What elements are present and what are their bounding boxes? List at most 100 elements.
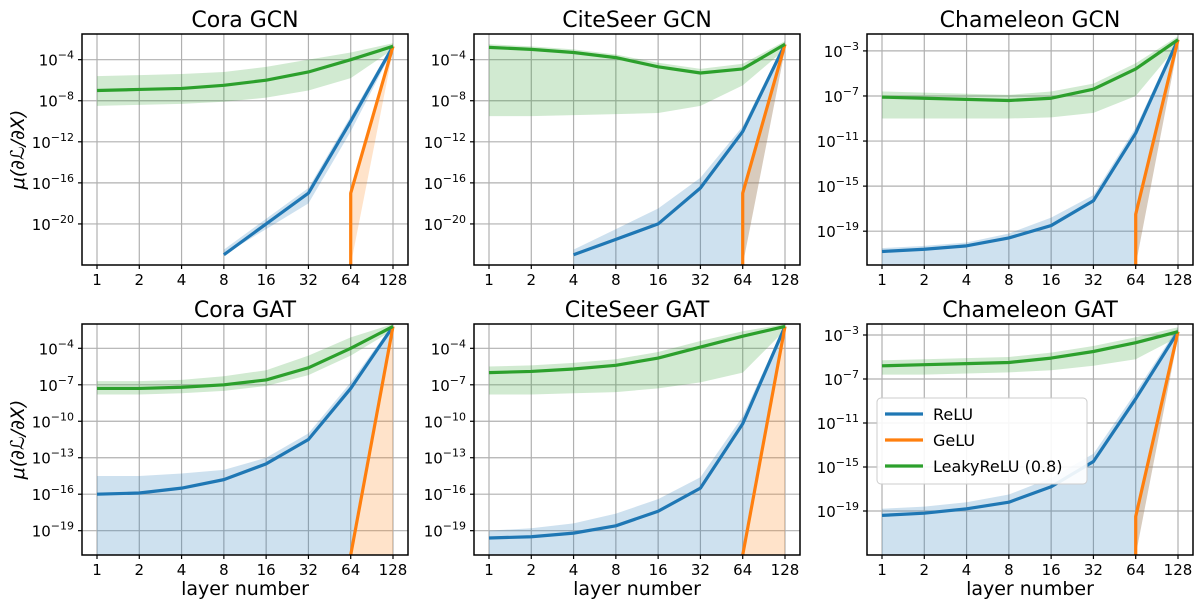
panel-title: Cora GAT — [194, 298, 297, 323]
y-tick-label: 10−4 — [39, 337, 74, 358]
x-tick-label: 8 — [219, 561, 229, 579]
y-tick-label: 10−15 — [817, 456, 859, 477]
band-leakyrelu-0-8- — [489, 41, 785, 117]
line-relu — [222, 45, 395, 257]
y-tick-label: 10−7 — [824, 85, 859, 106]
y-tick-label: 10−12 — [424, 131, 466, 152]
x-tick-label: 8 — [1004, 271, 1014, 289]
x-tick-label: 1 — [484, 561, 494, 579]
panel-title: Cora GCN — [191, 8, 298, 33]
y-tick-label: 10−8 — [39, 90, 74, 111]
x-tick-label: 64 — [341, 271, 360, 289]
x-tick-label: 4 — [569, 561, 579, 579]
x-tick-label: 1 — [877, 271, 887, 289]
band-leakyrelu-0-8- — [882, 327, 1178, 375]
x-tick-label: 16 — [1042, 271, 1061, 289]
line-relu — [881, 38, 1180, 254]
x-tick-label: 32 — [1084, 561, 1103, 579]
x-tick-label: 8 — [1004, 561, 1014, 579]
y-tick-label: 10−13 — [32, 447, 74, 468]
band-gelu — [742, 41, 785, 265]
y-tick-label: 10−4 — [431, 337, 466, 358]
y-tick-label: 10−19 — [32, 520, 74, 541]
x-tick-label: 128 — [1164, 561, 1193, 579]
x-tick-label: 1 — [877, 561, 887, 579]
line-leakyrelu-0-8- — [881, 38, 1179, 103]
y-tick-label: 10−20 — [424, 213, 466, 234]
x-axis-label: layer number — [966, 578, 1094, 600]
y-tick-label: 10−12 — [32, 131, 74, 152]
y-tick-label: 10−4 — [39, 49, 74, 70]
line-gelu — [349, 326, 395, 556]
x-tick-label: 128 — [379, 561, 408, 579]
y-tick-label: 10−11 — [817, 412, 859, 433]
x-tick-label: 4 — [177, 271, 187, 289]
y-tick-label: 10−10 — [32, 410, 74, 431]
legend-box — [876, 397, 1088, 485]
x-tick-label: 1 — [484, 271, 494, 289]
panel-3: 1 2 4 8 16 32 64 128 10−19 10−16 10−13 10−10 10−7 10−… — [7, 298, 409, 600]
legend-entry: GeLU — [933, 431, 975, 450]
x-tick-label: 32 — [299, 561, 318, 579]
band-leakyrelu-0-8- — [489, 324, 785, 395]
line-relu — [573, 43, 787, 257]
x-tick-label: 64 — [1126, 561, 1145, 579]
line-gelu — [741, 326, 787, 556]
x-tick-label: 8 — [611, 271, 621, 289]
y-tick-label: 10−3 — [824, 324, 859, 345]
line-leakyrelu-0-8- — [488, 324, 786, 375]
y-tick-label: 10−3 — [824, 40, 859, 61]
band-relu — [573, 41, 785, 265]
line-gelu — [1134, 39, 1180, 265]
panel-title: CiteSeer GAT — [565, 298, 710, 323]
axes-frame — [81, 33, 409, 266]
band-relu — [489, 324, 785, 555]
x-axis-label: layer number — [573, 578, 701, 600]
x-tick-label: 2 — [527, 561, 537, 579]
x-tick-label: 2 — [527, 271, 537, 289]
line-leakyrelu-0-8- — [97, 325, 394, 391]
x-tick-label: 2 — [135, 561, 145, 579]
x-tick-label: 2 — [920, 271, 930, 289]
band-gelu — [1135, 36, 1178, 265]
line-gelu — [741, 43, 787, 265]
band-gelu — [350, 42, 393, 265]
axes-frame — [81, 323, 409, 556]
x-tick-label: 32 — [691, 271, 710, 289]
x-axis-label: layer number — [181, 578, 309, 600]
x-tick-label: 8 — [219, 271, 229, 289]
x-tick-label: 64 — [1126, 271, 1145, 289]
legend: ReLU GeLU LeakyReLU (0.8) — [876, 397, 1088, 485]
x-tick-label: 1 — [92, 271, 102, 289]
x-tick-label: 16 — [1042, 561, 1061, 579]
x-tick-label: 16 — [649, 561, 668, 579]
y-tick-label: 10−7 — [431, 374, 466, 395]
y-axis-label: μ(∂ℒ/∂X) — [7, 400, 29, 481]
line-leakyrelu-0-8- — [881, 330, 1179, 368]
y-tick-label: 10−10 — [424, 410, 466, 431]
x-tick-label: 2 — [135, 271, 145, 289]
panel-title: Chameleon GAT — [942, 298, 1118, 323]
line-gelu — [1134, 331, 1180, 555]
y-tick-label: 10−8 — [431, 90, 466, 111]
y-tick-label: 10−16 — [32, 172, 74, 193]
x-tick-label: 4 — [569, 271, 579, 289]
band-leakyrelu-0-8- — [97, 43, 393, 106]
panel-4: 1 2 4 8 16 32 64 128 10−19 10−16 10−13 10−10 10−7 10−… — [424, 298, 801, 600]
y-tick-label: 10−4 — [431, 49, 466, 70]
y-tick-label: 10−19 — [817, 500, 859, 521]
panel-0: 1 2 4 8 16 32 64 128 10−20 10−16 10−12 10−8 10−4 Cora… — [7, 8, 409, 289]
y-tick-label: 10−7 — [39, 374, 74, 395]
x-tick-label: 32 — [691, 561, 710, 579]
x-tick-label: 8 — [611, 561, 621, 579]
x-tick-label: 32 — [1084, 271, 1103, 289]
x-tick-label: 4 — [962, 271, 972, 289]
y-tick-label: 10−16 — [424, 172, 466, 193]
y-tick-label: 10−13 — [424, 447, 466, 468]
line-relu — [881, 330, 1180, 517]
y-tick-label: 10−11 — [817, 130, 859, 151]
x-tick-label: 128 — [379, 271, 408, 289]
y-tick-label: 10−7 — [824, 368, 859, 389]
x-tick-label: 4 — [962, 561, 972, 579]
